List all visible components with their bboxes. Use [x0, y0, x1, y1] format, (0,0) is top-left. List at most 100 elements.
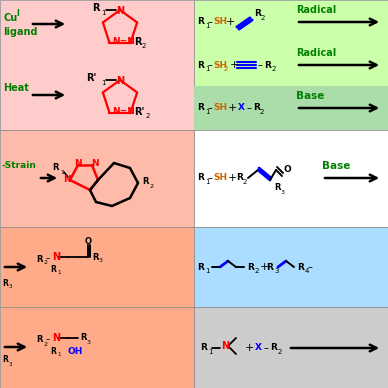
Text: +: +	[230, 60, 239, 70]
Text: –: –	[308, 262, 313, 272]
Bar	[194, 86, 388, 130]
Text: 1: 1	[57, 270, 61, 274]
Text: O: O	[85, 237, 92, 246]
Text: Heat: Heat	[3, 83, 29, 93]
Text: N: N	[52, 333, 60, 343]
Text: –: –	[208, 173, 213, 183]
Text: 4: 4	[305, 268, 309, 274]
Text: 1: 1	[60, 170, 64, 175]
Text: 3: 3	[99, 258, 103, 263]
Text: 2: 2	[224, 66, 229, 72]
Text: N: N	[52, 252, 60, 262]
Text: R: R	[266, 263, 273, 272]
Text: Base: Base	[296, 91, 324, 101]
Text: OH: OH	[67, 346, 82, 355]
Text: 2: 2	[146, 113, 150, 119]
Text: –: –	[258, 60, 263, 70]
Text: 1: 1	[57, 353, 61, 357]
Text: N: N	[221, 341, 229, 351]
Bar	[0, 0, 194, 130]
Text: 1: 1	[205, 23, 210, 29]
Text: R: R	[197, 104, 204, 113]
Text: R: R	[200, 343, 207, 353]
Text: R: R	[197, 17, 204, 26]
Text: 2: 2	[261, 15, 265, 21]
Text: N: N	[74, 159, 81, 168]
Bar	[194, 0, 388, 130]
Text: N=N: N=N	[112, 107, 135, 116]
Text: –: –	[46, 336, 50, 345]
Bar	[0, 307, 194, 388]
Text: SH: SH	[213, 61, 227, 69]
Text: -Strain: -Strain	[2, 161, 37, 170]
Text: 1: 1	[101, 10, 106, 16]
Text: R: R	[274, 184, 281, 192]
Text: –: –	[264, 343, 269, 353]
Text: 3: 3	[274, 268, 279, 274]
Text: +: +	[226, 17, 236, 27]
Text: Base: Base	[322, 161, 350, 171]
Text: 3: 3	[9, 284, 12, 289]
Text: 2: 2	[142, 43, 146, 48]
Text: 1: 1	[205, 179, 210, 185]
Text: Radical: Radical	[296, 5, 336, 15]
Text: 2: 2	[43, 341, 47, 346]
Text: R: R	[52, 163, 59, 173]
Bar	[194, 307, 388, 388]
Text: 2: 2	[149, 184, 153, 189]
Text: N: N	[63, 175, 71, 185]
Text: SH: SH	[213, 173, 227, 182]
Text: +: +	[245, 343, 255, 353]
Text: 3: 3	[87, 340, 91, 345]
Text: –: –	[208, 103, 213, 113]
Text: –: –	[46, 255, 50, 263]
Text: O: O	[283, 166, 291, 175]
Text: +: +	[260, 262, 269, 272]
Text: R: R	[92, 253, 99, 262]
Text: R: R	[264, 61, 271, 69]
Text: R: R	[2, 355, 8, 364]
Text: 2: 2	[255, 268, 259, 274]
Text: 2: 2	[272, 66, 276, 72]
Text: 1: 1	[101, 80, 106, 86]
Text: R: R	[247, 263, 254, 272]
Text: R: R	[197, 173, 204, 182]
Text: –: –	[208, 60, 213, 70]
Text: N=N: N=N	[112, 38, 135, 47]
Text: I: I	[16, 9, 19, 19]
Text: +: +	[228, 103, 237, 113]
Text: R: R	[297, 263, 304, 272]
Text: R: R	[270, 343, 277, 353]
Bar	[0, 130, 194, 227]
Text: R: R	[236, 173, 243, 182]
Text: R: R	[50, 346, 56, 355]
Text: N: N	[91, 159, 99, 168]
Text: R: R	[80, 334, 87, 343]
Text: R': R'	[86, 73, 96, 83]
Text: SH: SH	[213, 17, 227, 26]
Text: N: N	[116, 76, 125, 86]
Text: 2: 2	[243, 179, 248, 185]
Text: R: R	[197, 61, 204, 69]
Text: R': R'	[135, 107, 145, 116]
Bar	[0, 227, 194, 307]
Text: X: X	[255, 343, 262, 353]
Bar	[194, 130, 388, 227]
Text: 2: 2	[278, 349, 282, 355]
Text: 2: 2	[260, 109, 264, 115]
Text: –: –	[247, 103, 252, 113]
Text: Cu: Cu	[3, 13, 17, 23]
Text: R: R	[50, 265, 56, 274]
Text: R: R	[253, 104, 260, 113]
Text: 3: 3	[9, 362, 12, 367]
Text: R: R	[36, 336, 43, 345]
Text: SH: SH	[213, 104, 227, 113]
Text: X: X	[238, 104, 245, 113]
Text: R: R	[197, 263, 204, 272]
Text: 3: 3	[281, 189, 285, 194]
Text: 1: 1	[208, 349, 213, 355]
Text: 2: 2	[43, 260, 47, 265]
Text: N: N	[116, 6, 125, 16]
Text: Radical: Radical	[296, 48, 336, 58]
Text: –: –	[208, 17, 213, 27]
